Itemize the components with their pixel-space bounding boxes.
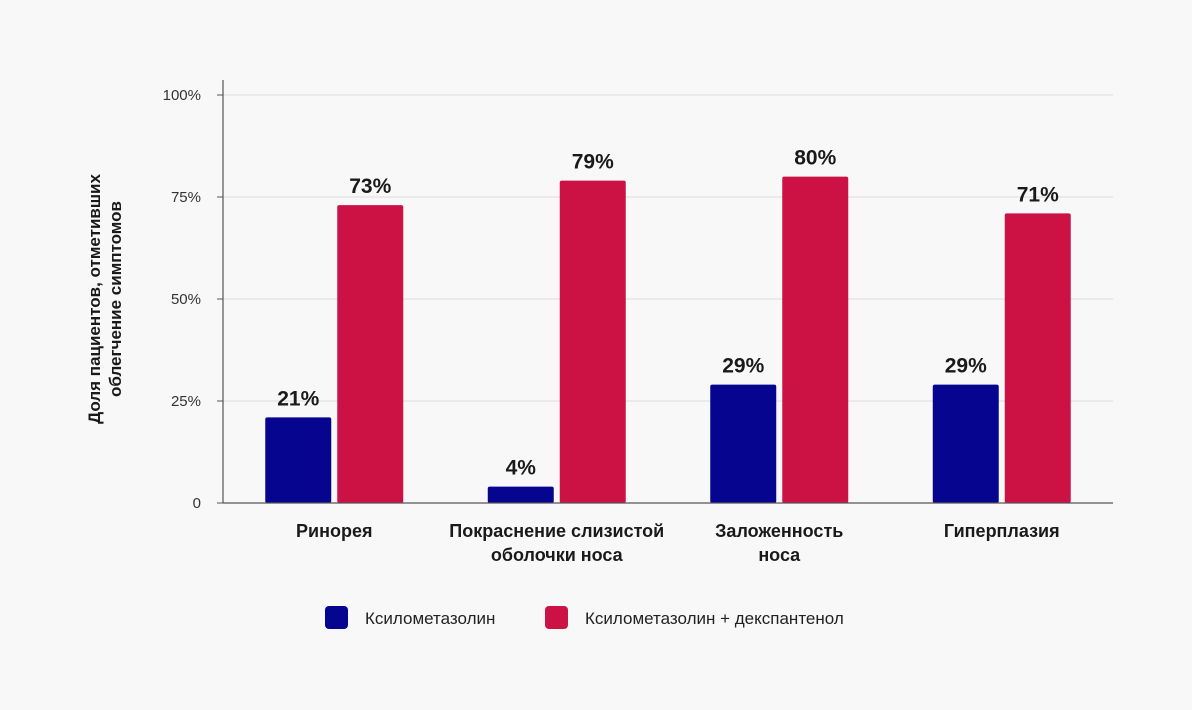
legend-swatch	[325, 606, 348, 629]
axes	[222, 80, 1113, 504]
x-category-label: Гиперплазия	[944, 521, 1060, 541]
x-category-label: оболочки носа	[491, 545, 624, 565]
data-labels: 21% 73% 4% 79% 29% 80% 29% 71%	[277, 147, 1059, 480]
y-tick-label: 100%	[163, 87, 201, 104]
y-axis-title-line: облегчение симптомов	[106, 201, 125, 397]
data-label: 29%	[722, 355, 764, 378]
data-label: 71%	[1017, 183, 1059, 206]
legend: Ксилометазолин Ксилометазолин + декспанте…	[325, 606, 844, 629]
legend-label: Ксилометазолин	[365, 609, 495, 628]
legend-label: Ксилометазолин + декспантенол	[585, 609, 844, 628]
y-axis-title-group: Доля пациентов, отметивших облегчение сим…	[85, 174, 125, 424]
data-label: 4%	[506, 457, 537, 480]
y-tick-label: 25%	[171, 393, 201, 410]
y-axis-title-line: Доля пациентов, отметивших	[85, 174, 104, 424]
data-label: 29%	[945, 355, 987, 378]
bars	[265, 176, 1071, 503]
bar	[932, 384, 999, 503]
bar	[782, 176, 849, 503]
bar	[1004, 213, 1071, 503]
y-tick-label: 50%	[171, 291, 201, 308]
data-label: 80%	[794, 147, 836, 170]
bar	[265, 417, 332, 503]
x-category-label: Покраснение слизистой	[449, 521, 664, 541]
data-label: 21%	[277, 387, 319, 410]
bar	[337, 205, 404, 503]
data-label: 79%	[572, 151, 614, 174]
bar	[710, 384, 777, 503]
data-label: 73%	[349, 175, 391, 198]
y-tick-label: 75%	[171, 189, 201, 206]
bar	[559, 180, 626, 503]
x-category-label: Ринорея	[296, 521, 372, 541]
y-axis-ticks: 0 25% 50% 75% 100%	[163, 87, 223, 512]
bar	[487, 486, 554, 503]
y-tick-label: 0	[193, 495, 201, 512]
x-category-label: носа	[758, 545, 801, 565]
y-axis-title: Доля пациентов, отметивших облегчение сим…	[85, 174, 125, 424]
legend-swatch	[545, 606, 568, 629]
x-axis-categories: Ринорея Покраснение слизистой оболочки нос…	[296, 521, 1060, 565]
x-category-label: Заложенность	[715, 521, 843, 541]
